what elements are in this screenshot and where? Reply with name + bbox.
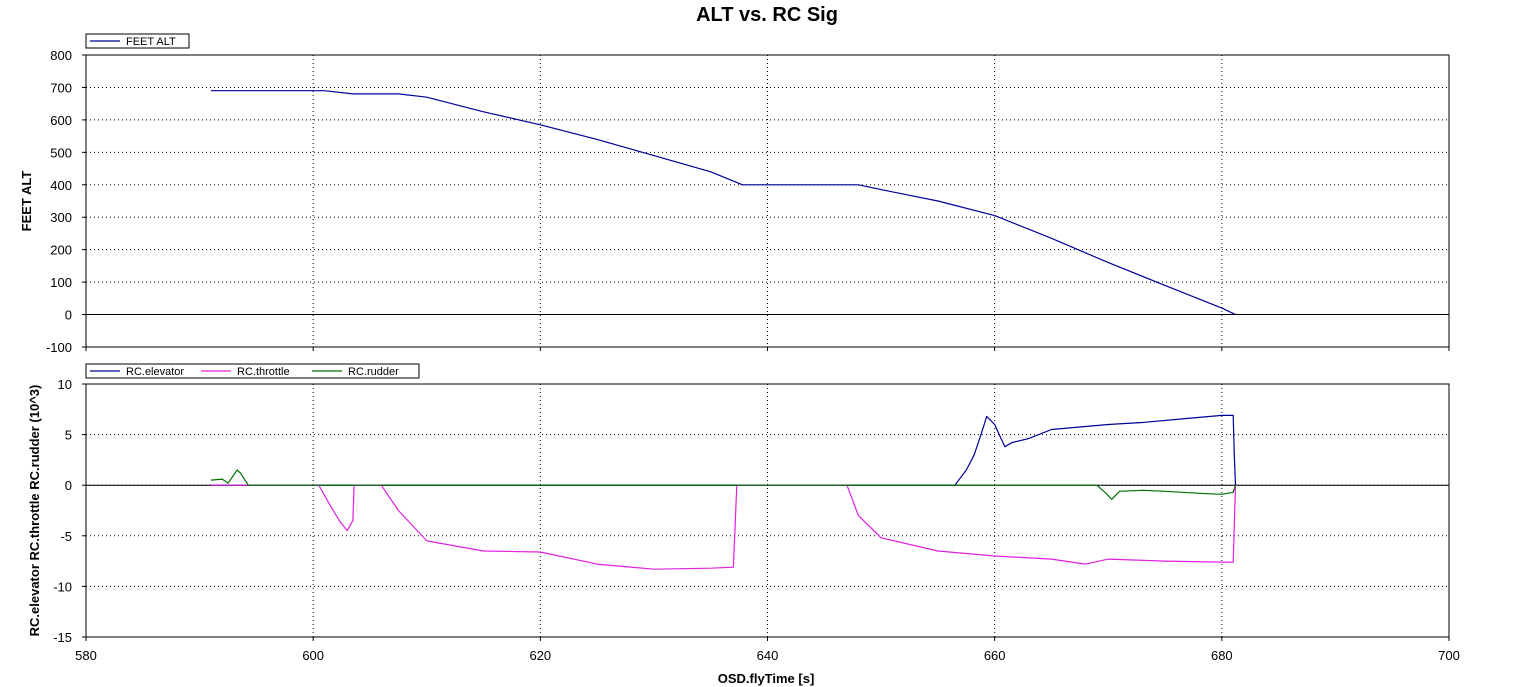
y-tick-label: 400 bbox=[50, 178, 72, 193]
legend: RC.elevator RC.throttle RC.rudder bbox=[85, 363, 420, 379]
series-line-rc-rudder bbox=[210, 469, 1237, 500]
panel-rc-signals: 10 5 0 -5 -10 -15 RC.elevator RC.throttle RC.r… bbox=[27, 363, 1460, 663]
chart-title: ALT vs. RC Sig bbox=[696, 4, 838, 26]
y-tick-label: 500 bbox=[50, 145, 72, 160]
x-tick-label: 660 bbox=[984, 648, 1006, 663]
y-tick-label: 100 bbox=[50, 275, 72, 290]
series-line-rc-throttle bbox=[210, 484, 1237, 570]
legend-entry: FEET ALT bbox=[126, 36, 176, 48]
legend-entry: RC.elevator bbox=[126, 366, 184, 378]
y-tick-label: 600 bbox=[50, 113, 72, 128]
y-tick-label: 700 bbox=[50, 80, 72, 95]
legend: FEET ALT bbox=[85, 33, 190, 49]
series-line-rc-elevator bbox=[210, 414, 1237, 486]
y-tick-label: 10 bbox=[58, 377, 72, 392]
x-tick-label: 700 bbox=[1438, 648, 1460, 663]
x-tick-label: 640 bbox=[757, 648, 779, 663]
y-tick-label: 0 bbox=[65, 308, 72, 323]
x-tick-label: 600 bbox=[302, 648, 324, 663]
y-axis-label: FEET ALT bbox=[19, 171, 34, 232]
y-tick-label: -15 bbox=[53, 630, 72, 645]
x-tick-label: 580 bbox=[75, 648, 97, 663]
y-tick-label: -5 bbox=[60, 529, 72, 544]
panel-altitude: 800 700 600 500 400 300 200 100 0 -100 FEET ALT FEE… bbox=[19, 33, 1450, 355]
x-axis-label: OSD.flyTime [s] bbox=[718, 671, 815, 686]
legend-entry: RC.throttle bbox=[237, 366, 290, 378]
legend-box bbox=[85, 33, 190, 49]
legend-entry: RC.rudder bbox=[348, 366, 399, 378]
y-tick-label: 300 bbox=[50, 210, 72, 225]
x-tick-label: 620 bbox=[529, 648, 551, 663]
plot-frame bbox=[85, 383, 1450, 638]
y-tick-label: -10 bbox=[53, 579, 72, 594]
y-tick-label: -100 bbox=[46, 340, 72, 355]
y-tick-label: 200 bbox=[50, 243, 72, 258]
y-tick-label: 5 bbox=[65, 428, 72, 443]
x-tick-label: 680 bbox=[1211, 648, 1233, 663]
y-tick-label: 0 bbox=[65, 478, 72, 493]
legend-box bbox=[85, 363, 420, 379]
y-axis-label: RC.elevator RC.throttle RC.rudder (10^3) bbox=[27, 385, 42, 637]
y-tick-label: 800 bbox=[50, 48, 72, 63]
series-line-feet-alt bbox=[210, 90, 1236, 316]
